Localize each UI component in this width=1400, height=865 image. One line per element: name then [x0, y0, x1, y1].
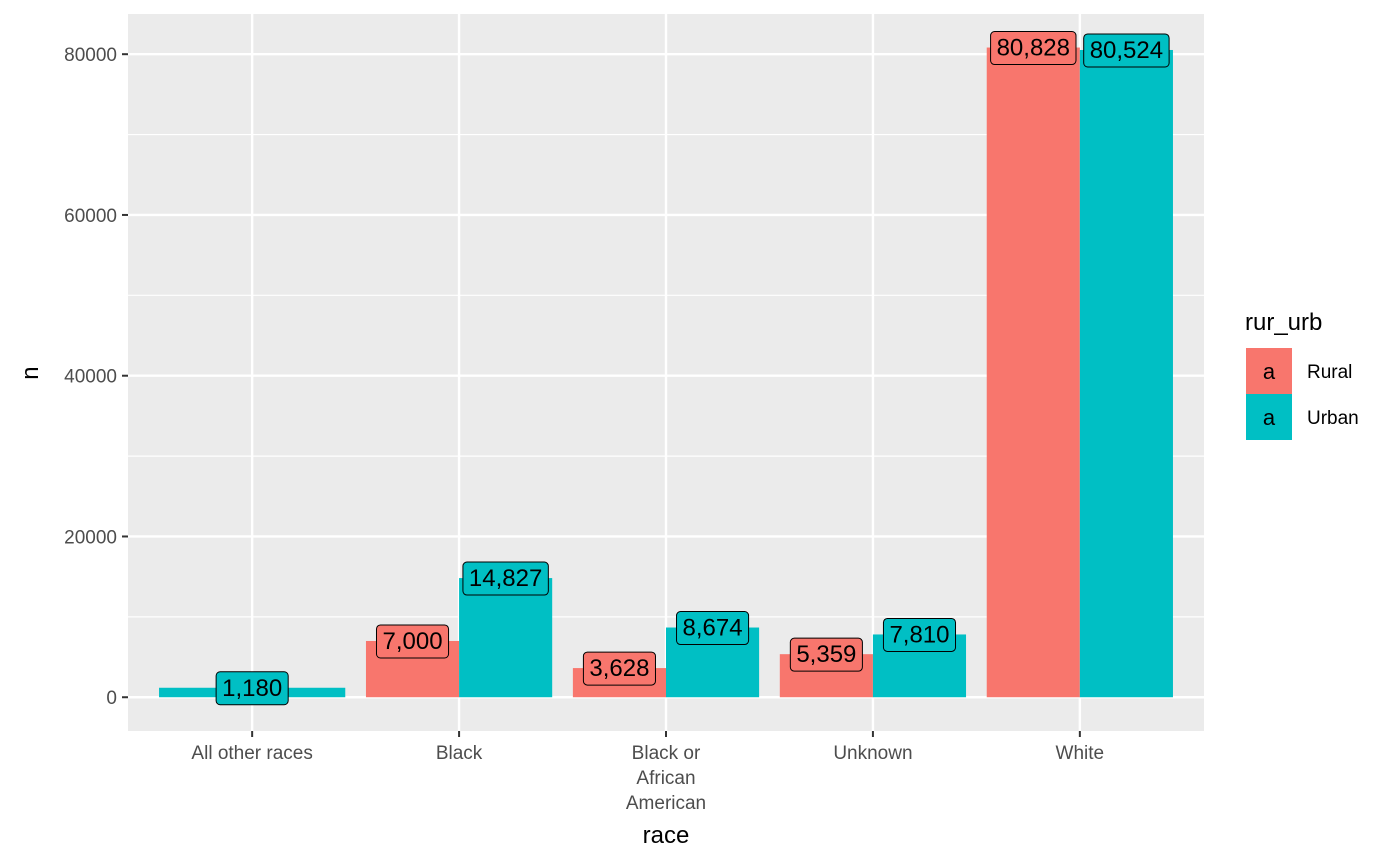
x-axis: All other races Black Black or African Ameri…	[191, 731, 1104, 814]
bars	[159, 47, 1173, 698]
bar-urban	[1079, 49, 1173, 698]
legend: rur_urb a Rural a Urban	[1245, 309, 1359, 440]
data-label-text: 80,828	[997, 35, 1070, 62]
data-label-box	[789, 637, 863, 672]
data-label: 5,359	[789, 637, 863, 672]
legend-item-urban: a Urban	[1246, 394, 1359, 440]
bar-rural	[986, 47, 1080, 698]
y-tick-label: 0	[106, 688, 117, 709]
data-label-text: 7,810	[889, 621, 949, 648]
data-label: 3,628	[582, 651, 656, 686]
data-label: 80,524	[1083, 33, 1170, 68]
data-label: 1,180	[215, 671, 289, 706]
data-label: 14,827	[462, 561, 549, 596]
legend-item-rural: a Rural	[1246, 348, 1352, 394]
y-axis: 0 20000 40000 60000 80000	[64, 45, 128, 709]
x-tick-label: White	[1056, 743, 1105, 764]
y-tick-label: 80000	[64, 45, 117, 66]
data-label-box	[882, 617, 957, 652]
x-tick-label: Black or African American	[626, 743, 706, 814]
data-label-box	[582, 651, 656, 686]
legend-key-glyph: a	[1263, 359, 1276, 384]
data-labels: 1,180 7,000 14,827 3,628 8,674 5,359 7,810 80,8…	[215, 31, 1170, 706]
data-label-box	[215, 671, 289, 706]
data-label: 8,674	[676, 611, 750, 646]
x-tick-label: Black	[436, 743, 483, 764]
legend-key	[1246, 394, 1292, 440]
y-tick-label: 60000	[64, 206, 117, 227]
data-label-text: 3,628	[589, 655, 649, 682]
data-label-text: 80,524	[1090, 37, 1163, 64]
data-label: 7,000	[375, 624, 450, 659]
legend-key-glyph: a	[1263, 405, 1276, 430]
data-label-box	[990, 31, 1077, 66]
legend-label: Urban	[1307, 408, 1359, 429]
data-label-text: 14,827	[469, 565, 542, 592]
legend-key	[1246, 348, 1292, 394]
y-tick-label: 20000	[64, 527, 117, 548]
x-tick-label: All other races	[191, 743, 312, 764]
data-label-text: 5,359	[796, 641, 856, 668]
x-tick-label: Unknown	[833, 743, 912, 764]
data-label-box	[676, 611, 750, 646]
data-label-box	[462, 561, 549, 596]
data-label: 80,828	[990, 31, 1077, 66]
legend-label: Rural	[1307, 362, 1352, 383]
y-axis-title: n	[17, 366, 44, 379]
x-axis-title: race	[643, 822, 690, 849]
data-label-box	[375, 624, 450, 659]
data-label-text: 8,674	[683, 615, 743, 642]
legend-title: rur_urb	[1245, 309, 1322, 336]
bar-urban	[459, 578, 553, 698]
data-label: 7,810	[882, 617, 957, 652]
y-tick-label: 40000	[64, 367, 117, 388]
data-label-box	[1083, 33, 1170, 68]
data-label-text: 1,180	[222, 675, 282, 702]
data-label-text: 7,000	[382, 628, 442, 655]
